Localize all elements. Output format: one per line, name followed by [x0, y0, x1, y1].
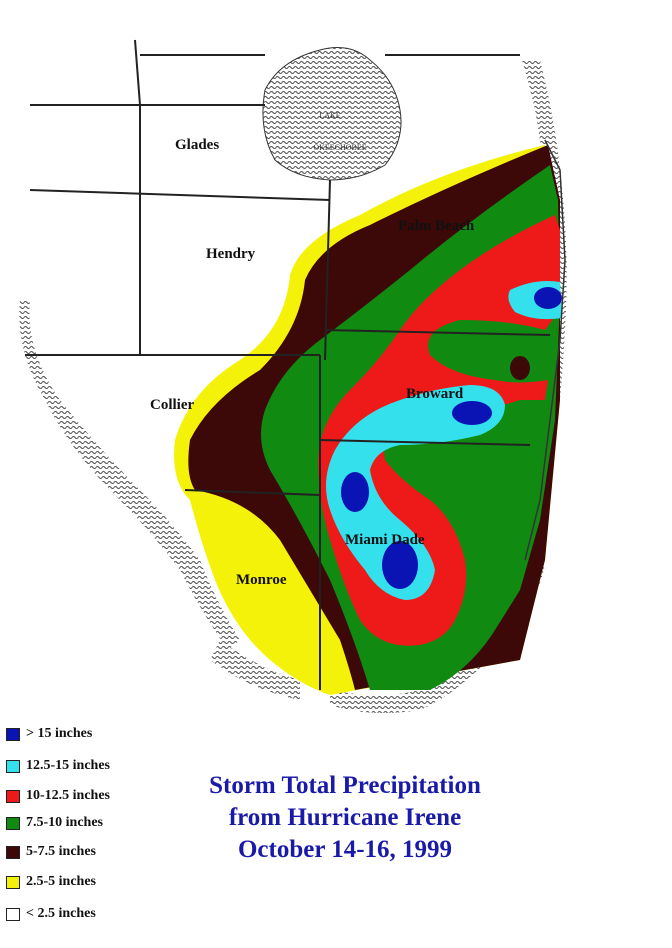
legend-label: 12.5-15 inches [26, 758, 110, 773]
coastline [524, 139, 566, 561]
county-label-glades: Glades [175, 137, 220, 153]
legend-swatch [6, 907, 20, 921]
lake-label-2: OKEECHOBEE [313, 143, 366, 152]
lake-label: LAKE [319, 111, 340, 120]
legend-label: < 2.5 inches [26, 906, 96, 921]
legend-swatch [6, 759, 20, 773]
southwest-coast-hatch [210, 640, 300, 700]
legend-label: 7.5-10 inches [26, 815, 103, 830]
title-line-1: Storm Total Precipitation [209, 772, 481, 799]
lake-okeechobee [262, 47, 402, 181]
band-5-7-5-spot [510, 356, 530, 380]
band-15-plus-broward [452, 401, 492, 425]
county-boundaries [25, 39, 551, 690]
county-label-collier: Collier [150, 397, 195, 413]
legend-label: 2.5-5 inches [26, 874, 96, 889]
legend-swatch [6, 789, 20, 803]
legend-item: 2.5-5 inches [6, 872, 96, 892]
legend-item: > 15 inches [6, 724, 92, 744]
county-label-broward: Broward [406, 386, 464, 402]
county-label-miami-dade: Miami Dade [345, 532, 425, 548]
legend-label: > 15 inches [26, 726, 93, 741]
legend-item: 12.5-15 inches [6, 756, 110, 776]
legend-item: 10-12.5 inches [6, 786, 110, 806]
title-line-2: from Hurricane Irene [228, 804, 462, 831]
legend-item: 7.5-10 inches [6, 813, 103, 833]
legend-swatch [6, 875, 20, 889]
band-15-plus-dade-north [341, 472, 369, 512]
title-line-3: October 14-16, 1999 [237, 836, 453, 863]
band-12-5-15-swirl [326, 385, 505, 600]
legend-swatch [6, 816, 20, 830]
legend-label: 5-7.5 inches [26, 844, 96, 859]
legend-label: 10-12.5 inches [26, 788, 110, 803]
legend-swatch [6, 845, 20, 859]
county-label-hendry: Hendry [206, 246, 256, 262]
band-15-plus-palmbeach [534, 287, 562, 309]
band-15-plus-dade-south [382, 541, 418, 589]
west-coast-hatch [19, 300, 241, 650]
county-label-monroe: Monroe [236, 572, 287, 588]
county-label-palm-beach: Palm Beach [398, 218, 475, 234]
legend-item: < 2.5 inches [6, 904, 96, 924]
map-title: Storm Total Precipitation from Hurricane… [170, 770, 520, 866]
legend-swatch [6, 727, 20, 741]
legend-item: 5-7.5 inches [6, 842, 96, 862]
